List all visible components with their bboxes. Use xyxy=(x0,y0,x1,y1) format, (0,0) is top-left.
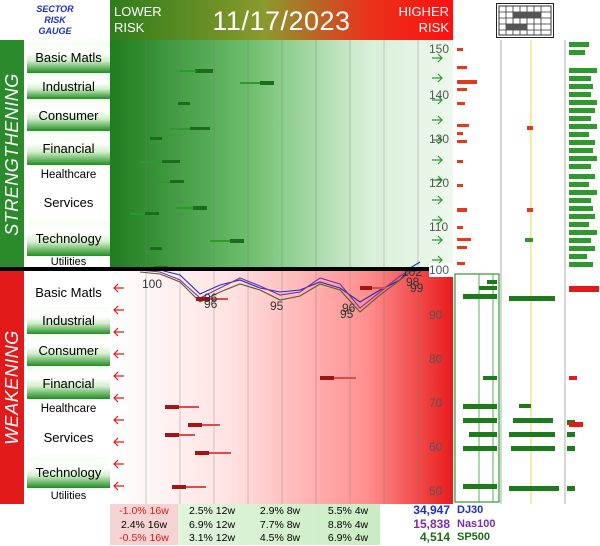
y-tick: 90 xyxy=(429,308,443,322)
index-value-sp500: 4,514 xyxy=(419,530,450,544)
footer-cell: 8.8% 4w xyxy=(327,519,369,531)
sector-basic-matls[interactable]: Basic Matls xyxy=(27,41,110,73)
sector-markers-top xyxy=(130,69,274,269)
plot-label: 96 xyxy=(342,301,356,315)
sector-label: Industrial xyxy=(42,313,95,328)
lower-risk-line: RISK xyxy=(114,20,145,35)
footer-cell: 2.5% 12w xyxy=(188,505,236,517)
sector-label: Services xyxy=(43,429,94,445)
y-tick: 50 xyxy=(429,484,443,498)
sector-healthcare[interactable]: Healthcare xyxy=(27,165,110,184)
gauge-title-line: SECTOR xyxy=(36,3,74,14)
strengthening-panel: STRENGTHENING xyxy=(0,40,24,268)
sector-label: Industrial xyxy=(42,79,95,94)
y-tick: 60 xyxy=(429,440,443,454)
calendar-icon[interactable] xyxy=(496,3,554,38)
y-tick: 100 xyxy=(429,263,455,277)
arrow-right-icon xyxy=(432,53,443,265)
y-tick: 140 xyxy=(429,88,450,102)
plot-label: 96 xyxy=(204,291,218,305)
plot-label: 100 xyxy=(142,277,162,291)
strengthening-label: STRENGTHENING xyxy=(1,72,22,236)
plot-label: 95 xyxy=(270,299,284,313)
sector-industrial[interactable]: Industrial xyxy=(27,73,110,99)
sector-technology[interactable]: Technology xyxy=(27,456,110,488)
gauge-title: SECTOR RISK GAUGE xyxy=(0,0,110,40)
sector-utilities[interactable]: Utilities xyxy=(27,256,110,268)
sector-financial[interactable]: Financial xyxy=(27,366,110,399)
y-tick: 80 xyxy=(429,352,443,366)
plot-labels: 100 96 96 95 95 96 98 99 102 xyxy=(142,265,424,321)
sector-label: Basic Matls xyxy=(35,50,102,65)
y-tick: 130 xyxy=(429,132,450,146)
plot-label: 98 xyxy=(406,275,420,289)
sector-label: Consumer xyxy=(38,108,99,123)
y-tick: 70 xyxy=(429,396,443,410)
sector-markers-bottom xyxy=(165,286,386,489)
higher-risk-line: RISK xyxy=(418,20,449,35)
sector-healthcare[interactable]: Healthcare xyxy=(27,399,110,418)
sector-utilities[interactable]: Utilities xyxy=(27,488,110,503)
grid-lines xyxy=(145,40,419,504)
index-value-dj30: 34,947 xyxy=(413,503,450,517)
risk-header: LOWER RISK 11/17/2023 HIGHER RISK xyxy=(110,0,453,40)
footer-cell: 6.9% 12w xyxy=(188,519,236,531)
higher-risk-line: HIGHER xyxy=(398,4,449,19)
gauge-title-line: RISK xyxy=(44,14,66,25)
sector-label: Basic Matls xyxy=(35,284,102,300)
strengthening-plot xyxy=(110,40,453,268)
sector-label: Utilities xyxy=(50,256,87,268)
index-name-nas100: Nas100 xyxy=(457,518,496,530)
footer-band xyxy=(110,504,380,545)
arrow-left-icon xyxy=(113,283,124,491)
sector-services[interactable]: Services xyxy=(27,418,110,456)
higher-risk-label: HIGHER RISK xyxy=(398,4,449,36)
plot-label: 99 xyxy=(410,281,424,295)
weakening-panel: WEAKENING xyxy=(0,270,24,504)
sector-industrial[interactable]: Industrial xyxy=(27,306,110,334)
footer-cell: 4.5% 8w xyxy=(259,532,301,544)
y-tick: 120 xyxy=(429,176,450,190)
gauge-title-line: GAUGE xyxy=(38,25,72,36)
footer-cell: 6.9% 4w xyxy=(327,532,369,544)
sector-label: Technology xyxy=(35,231,102,246)
sector-consumer[interactable]: Consumer xyxy=(27,334,110,366)
footer-cell: 7.7% 8w xyxy=(259,519,301,531)
report-date: 11/17/2023 xyxy=(212,6,351,36)
sector-label: Utilities xyxy=(50,489,87,502)
footer-cell: 2.4% 16w xyxy=(120,519,168,531)
footer-cell: -0.5% 16w xyxy=(119,532,169,544)
sector-label: Consumer xyxy=(38,343,99,358)
sector-label: Services xyxy=(43,194,94,210)
lower-risk-line: LOWER xyxy=(114,4,162,19)
panel-divider xyxy=(0,267,600,271)
index-name-sp500: SP500 xyxy=(457,531,491,543)
weakening-label: WEAKENING xyxy=(1,329,22,445)
index-value-nas100: 15,838 xyxy=(413,517,450,531)
sector-label: Technology xyxy=(35,465,102,480)
sector-label: Financial xyxy=(42,141,95,156)
sector-technology[interactable]: Technology xyxy=(27,220,110,256)
index-name-dj30: DJ30 xyxy=(457,504,484,516)
weakening-plot xyxy=(110,270,453,504)
sector-bars xyxy=(453,40,600,504)
sector-consumer[interactable]: Consumer xyxy=(27,99,110,131)
footer-cell: 5.5% 4w xyxy=(327,505,369,517)
sector-basic-matls[interactable]: Basic Matls xyxy=(27,278,110,306)
footer-cell: -1.0% 16w xyxy=(119,505,169,517)
sector-services[interactable]: Services xyxy=(27,184,110,220)
plot-label: 96 xyxy=(204,297,218,311)
y-tick: 150 xyxy=(429,42,450,56)
sector-label: Healthcare xyxy=(40,168,97,181)
risk-plot-overlay: 100 96 96 95 95 96 98 99 102 xyxy=(113,40,443,504)
sector-financial[interactable]: Financial xyxy=(27,131,110,165)
plot-label: 95 xyxy=(340,307,354,321)
footer-cell: 3.1% 12w xyxy=(188,532,236,544)
lower-risk-label: LOWER RISK xyxy=(114,4,162,36)
y-tick: 110 xyxy=(429,220,449,234)
footer-cell: 2.9% 8w xyxy=(259,505,301,517)
sector-label: Financial xyxy=(42,375,95,391)
sector-label: Healthcare xyxy=(40,402,97,415)
